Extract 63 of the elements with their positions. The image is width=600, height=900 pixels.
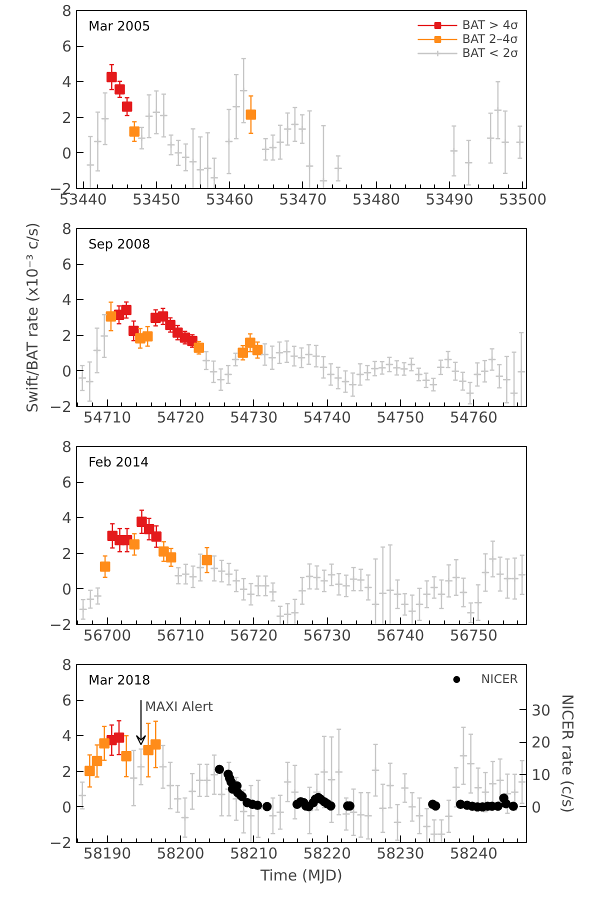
y-tick-label: 0	[62, 798, 72, 816]
x-tick-label: 53500	[498, 190, 547, 208]
x-tick-label: 58190	[83, 844, 132, 862]
x-tick-label: 56740	[376, 626, 424, 644]
y-tick-label: 4	[62, 73, 72, 92]
y-tick-label: 6	[62, 692, 72, 710]
y-tick-label: 0	[62, 362, 72, 380]
y2-tick-label: 0	[532, 798, 542, 816]
y-tick-label: 8	[62, 220, 72, 238]
y2-tick-label: 10	[532, 766, 551, 784]
y-tick-label: 0	[62, 580, 72, 598]
y2-axis-title: NICER rate (c/s)	[558, 694, 577, 813]
y-tick-label: 8	[62, 2, 72, 20]
x-tick-label: 54730	[230, 408, 278, 426]
x-tick-label: 54710	[83, 408, 132, 426]
y-tick-label: 6	[62, 256, 72, 274]
y-tick-label: 4	[62, 509, 72, 528]
y-tick-label: 6	[62, 474, 72, 492]
y-tick-label: 4	[62, 291, 72, 310]
y-tick-label: 2	[62, 762, 72, 781]
y-tick-label: 0	[62, 144, 72, 162]
y-tick-label: −2	[49, 616, 72, 634]
x-tick-label: 56720	[230, 626, 278, 644]
y-tick-label: 2	[62, 326, 72, 345]
x-tick-label: 56730	[303, 626, 352, 644]
x-axis-title: Time (MJD)	[259, 866, 343, 884]
x-tick-label: 53490	[426, 190, 474, 208]
y-tick-label: 8	[62, 656, 72, 674]
x-tick-label: 56750	[450, 626, 498, 644]
text: Mar 2005	[88, 20, 150, 34]
x-tick-label: 53470	[279, 190, 327, 208]
x-tick-label: 58220	[303, 844, 352, 862]
text: Sep 2008	[88, 238, 150, 252]
x-tick-label: 54720	[156, 408, 204, 426]
x-tick-label: 53460	[206, 190, 254, 208]
x-tick-label: 58200	[156, 844, 204, 862]
x-tick-label: 56700	[83, 626, 132, 644]
y-tick-label: 8	[62, 438, 72, 456]
x-tick-label: 58210	[230, 844, 278, 862]
y2-tick-label: 20	[532, 734, 551, 752]
legend-label: NICER	[481, 672, 518, 686]
y-tick-label: 6	[62, 38, 72, 56]
x-tick-label: 54760	[450, 408, 498, 426]
x-tick-label: 54750	[376, 408, 424, 426]
y-tick-label: −2	[49, 398, 72, 416]
legend-label: BAT > 4σ	[462, 18, 518, 32]
text: Mar 2018	[88, 674, 150, 688]
legend-label: BAT 2–4σ	[462, 32, 518, 46]
y-tick-label: 2	[62, 108, 72, 127]
x-tick-label: 56710	[156, 626, 204, 644]
y2-tick-label: 30	[532, 701, 551, 720]
annotation: MAXI Alert	[144, 700, 213, 716]
y-tick-label: 4	[62, 727, 72, 746]
x-tick-label: 53450	[132, 190, 180, 208]
y-tick-label: −2	[49, 834, 72, 852]
text: Feb 2014	[88, 456, 149, 470]
x-tick-label: 58240	[450, 844, 498, 862]
legend-label: BAT < 2σ	[462, 46, 518, 60]
y-axis-title: Swift/BAT rate (x10⁻³ c/s)	[23, 222, 42, 412]
y-tick-label: 2	[62, 544, 72, 563]
x-tick-label: 54740	[303, 408, 352, 426]
x-tick-label: 58230	[376, 844, 424, 862]
x-tick-label: 53480	[352, 190, 400, 208]
